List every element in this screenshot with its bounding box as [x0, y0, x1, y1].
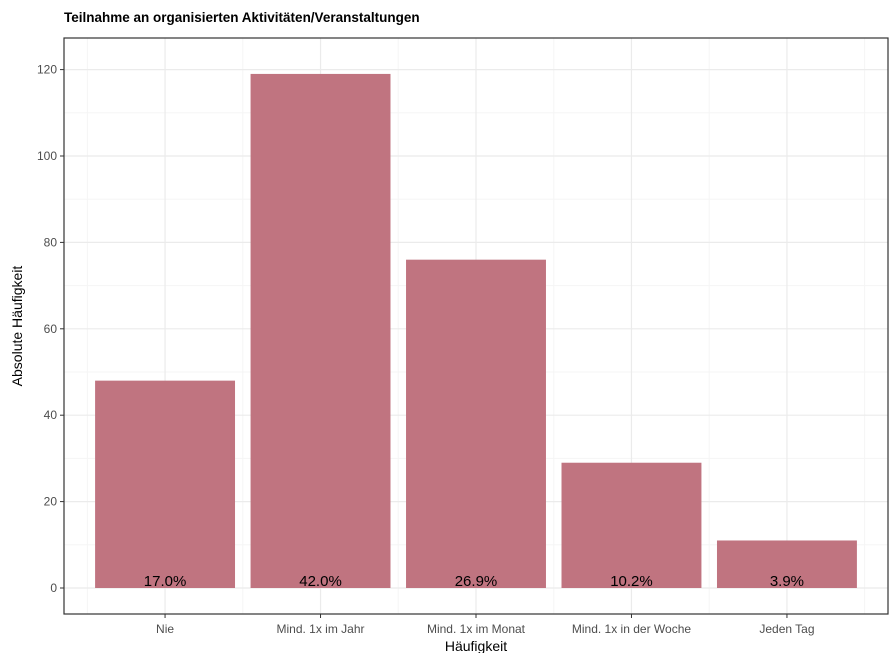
chart-title: Teilnahme an organisierten Aktivitäten/V…	[64, 10, 420, 25]
y-tick-label: 20	[44, 495, 58, 509]
bar	[716, 540, 857, 588]
y-tick-label: 120	[37, 63, 57, 77]
x-tick-label: Mind. 1x im Monat	[427, 622, 526, 636]
x-tick-label: Nie	[156, 622, 174, 636]
bar-data-label: 3.9%	[770, 573, 804, 590]
y-tick-label: 0	[50, 581, 57, 595]
x-tick-label: Mind. 1x im Jahr	[277, 622, 365, 636]
y-tick-label: 40	[44, 408, 58, 422]
y-tick-label: 60	[44, 322, 58, 336]
bar	[406, 259, 546, 588]
x-axis-title: Häufigkeit	[445, 638, 507, 653]
x-tick-label: Jeden Tag	[759, 622, 814, 636]
bar-data-label: 17.0%	[144, 573, 187, 590]
y-tick-label: 80	[44, 235, 58, 249]
bar	[561, 462, 702, 588]
bar-data-label: 42.0%	[299, 573, 342, 590]
bar	[250, 73, 391, 589]
y-tick-label: 100	[37, 149, 57, 163]
bar-data-label: 10.2%	[610, 573, 653, 590]
y-axis-title: Absolute Häufigkeit	[9, 266, 25, 387]
x-tick-label: Mind. 1x in der Woche	[572, 622, 691, 636]
bar-data-label: 26.9%	[455, 573, 498, 590]
bar	[95, 380, 236, 588]
